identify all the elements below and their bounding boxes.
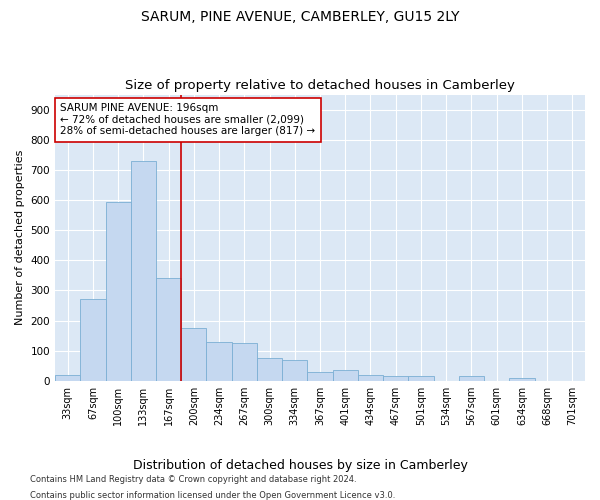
Bar [358, 374, 383, 381]
Text: Distribution of detached houses by size in Camberley: Distribution of detached houses by size … [133, 458, 467, 471]
Bar [409, 376, 434, 381]
Bar [307, 372, 332, 381]
Bar [156, 278, 181, 381]
Bar [55, 374, 80, 381]
Bar [257, 358, 282, 381]
Bar [459, 376, 484, 381]
Text: Contains public sector information licensed under the Open Government Licence v3: Contains public sector information licen… [30, 490, 395, 500]
Text: SARUM, PINE AVENUE, CAMBERLEY, GU15 2LY: SARUM, PINE AVENUE, CAMBERLEY, GU15 2LY [141, 10, 459, 24]
Title: Size of property relative to detached houses in Camberley: Size of property relative to detached ho… [125, 79, 515, 92]
Bar [332, 370, 358, 381]
Bar [383, 376, 409, 381]
Bar [131, 161, 156, 381]
Bar [80, 300, 106, 381]
Bar [232, 343, 257, 381]
Bar [206, 342, 232, 381]
Text: SARUM PINE AVENUE: 196sqm
← 72% of detached houses are smaller (2,099)
28% of se: SARUM PINE AVENUE: 196sqm ← 72% of detac… [61, 103, 316, 136]
Bar [181, 328, 206, 381]
Text: Contains HM Land Registry data © Crown copyright and database right 2024.: Contains HM Land Registry data © Crown c… [30, 476, 356, 484]
Bar [509, 378, 535, 381]
Bar [282, 360, 307, 381]
Bar [106, 202, 131, 381]
Y-axis label: Number of detached properties: Number of detached properties [15, 150, 25, 326]
